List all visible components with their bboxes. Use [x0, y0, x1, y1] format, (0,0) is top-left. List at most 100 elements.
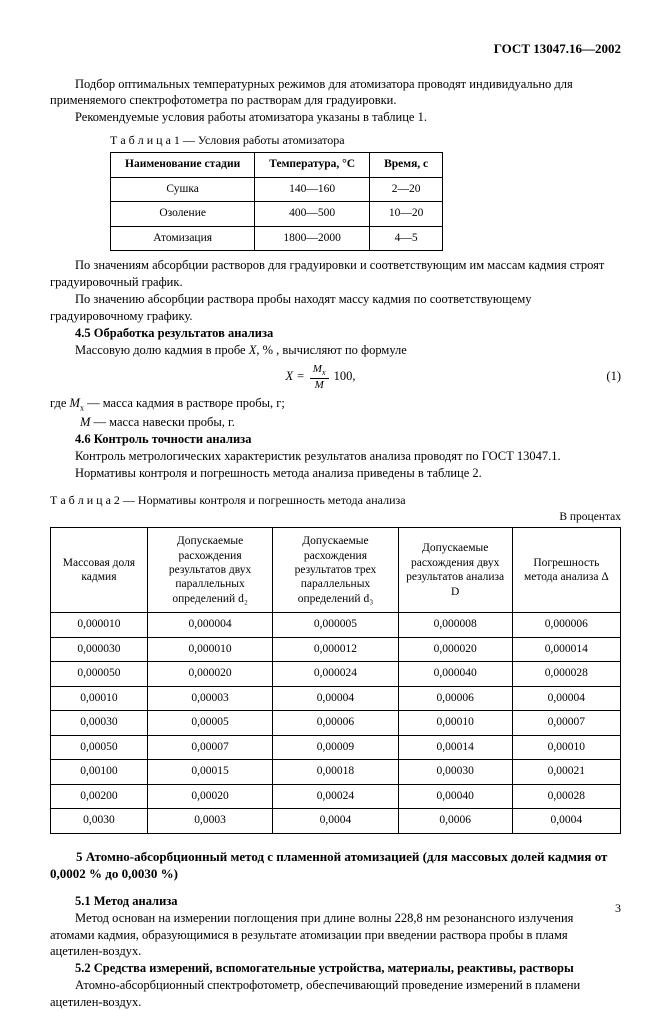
table-2: Массовая доля кадмия Допускаемые расхожд… — [50, 527, 621, 834]
paragraph: Массовую долю кадмия в пробе X, % , вычи… — [50, 342, 621, 359]
td: 0,00005 — [147, 711, 272, 736]
td: 0,00024 — [273, 784, 398, 809]
td: 0,00007 — [147, 735, 272, 760]
paragraph: По значениям абсорбции растворов для гра… — [50, 257, 621, 291]
text: где — [50, 396, 70, 410]
heading-5-1: 5.1 Метод анализа — [50, 893, 621, 910]
table-row: 0,001000,000150,000180,000300,00021 — [51, 760, 621, 785]
th: Температура, °C — [255, 153, 370, 178]
table-row: 0,00300,00030,00040,00060,0004 — [51, 809, 621, 834]
td: 0,00028 — [512, 784, 620, 809]
td: 0,00030 — [51, 711, 148, 736]
th: Наименование стадии — [111, 153, 255, 178]
td: 0,0004 — [512, 809, 620, 834]
td: 0,00006 — [273, 711, 398, 736]
td: 0,00040 — [398, 784, 512, 809]
td: 0,000010 — [51, 613, 148, 638]
td: 0,00018 — [273, 760, 398, 785]
td: 0,000050 — [51, 662, 148, 687]
th: Допускаемые расхождения результатов трех… — [273, 528, 398, 613]
td: 0,00010 — [512, 735, 620, 760]
equation-number: (1) — [591, 368, 621, 385]
table-row: Сушка140—1602—20 — [111, 177, 443, 202]
formula-body: X = Mx M 100, — [50, 363, 591, 391]
td: 0,000020 — [398, 637, 512, 662]
td: 0,000020 — [147, 662, 272, 687]
td: 2—20 — [370, 177, 443, 202]
paragraph: Атомно-абсорбционный спектрофотометр, об… — [50, 977, 621, 1011]
table-row: Атомизация1800—20004—5 — [111, 226, 443, 251]
td: 0,000040 — [398, 662, 512, 687]
td: 0,00009 — [273, 735, 398, 760]
standard-code: ГОСТ 13047.16—2002 — [50, 40, 621, 58]
td: 0,00015 — [147, 760, 272, 785]
page-number: 3 — [615, 900, 621, 916]
td: 0,00020 — [147, 784, 272, 809]
td: 0,000005 — [273, 613, 398, 638]
table-header-row: Массовая доля кадмия Допускаемые расхожд… — [51, 528, 621, 613]
table-row: 0,000300,000050,000060,000100,00007 — [51, 711, 621, 736]
td: 0,000028 — [512, 662, 620, 687]
table-row: Озоление400—50010—20 — [111, 202, 443, 227]
fraction: Mx M — [310, 363, 329, 391]
td: 140—160 — [255, 177, 370, 202]
td: 0,0003 — [147, 809, 272, 834]
tail: 100, — [334, 369, 356, 383]
table-row: 0,000100,000030,000040,000060,00004 — [51, 686, 621, 711]
th: Массовая доля кадмия — [51, 528, 148, 613]
paragraph: Подбор оптимальных температурных режимов… — [50, 76, 621, 110]
td: Сушка — [111, 177, 255, 202]
td: 0,00010 — [398, 711, 512, 736]
td: 4—5 — [370, 226, 443, 251]
td: 10—20 — [370, 202, 443, 227]
td: 0,00030 — [398, 760, 512, 785]
td: 0,00010 — [51, 686, 148, 711]
table-row: 0,0000500,0000200,0000240,0000400,000028 — [51, 662, 621, 687]
td: 0,00004 — [512, 686, 620, 711]
table-header-row: Наименование стадии Температура, °C Врем… — [111, 153, 443, 178]
td: 0,00100 — [51, 760, 148, 785]
paragraph: Метод основан на измерении поглощения пр… — [50, 910, 621, 961]
td: 0,000004 — [147, 613, 272, 638]
td: Атомизация — [111, 226, 255, 251]
table-1: Наименование стадии Температура, °C Врем… — [110, 152, 443, 251]
lhs: X = — [285, 369, 304, 383]
table-row: 0,002000,000200,000240,000400,00028 — [51, 784, 621, 809]
td: 0,000014 — [512, 637, 620, 662]
heading-5-2: 5.2 Средства измерений, вспомогательные … — [50, 960, 621, 977]
denominator: M — [310, 379, 329, 391]
td: 0,0030 — [51, 809, 148, 834]
formula-1: X = Mx M 100, (1) — [50, 363, 621, 391]
document-page: ГОСТ 13047.16—2002 Подбор оптимальных те… — [0, 0, 661, 936]
numerator: Mx — [310, 363, 329, 379]
text: — масса кадмия в растворе пробы, г; — [84, 396, 285, 410]
td: 0,0004 — [273, 809, 398, 834]
text: Массовую долю кадмия в пробе — [75, 343, 249, 357]
td: 0,00021 — [512, 760, 620, 785]
td: 1800—2000 — [255, 226, 370, 251]
paragraph: Нормативы контроля и погрешность метода … — [50, 465, 621, 482]
td: 0,00200 — [51, 784, 148, 809]
heading-4-6: 4.6 Контроль точности анализа — [50, 431, 621, 448]
th: Погрешность метода анализа Δ — [512, 528, 620, 613]
heading-4-5: 4.5 Обработка результатов анализа — [50, 325, 621, 342]
td: 0,00014 — [398, 735, 512, 760]
where-line: где Mx — масса кадмия в растворе пробы, … — [50, 395, 621, 414]
td: 0,000012 — [273, 637, 398, 662]
table-row: 0,0000300,0000100,0000120,0000200,000014 — [51, 637, 621, 662]
paragraph: Рекомендуемые условия работы атомизатора… — [50, 109, 621, 126]
td: 0,00050 — [51, 735, 148, 760]
th: Допускаемые расхождения результатов двух… — [147, 528, 272, 613]
table-row: 0,000500,000070,000090,000140,00010 — [51, 735, 621, 760]
table-row: 0,0000100,0000040,0000050,0000080,000006 — [51, 613, 621, 638]
td: 0,00003 — [147, 686, 272, 711]
td: 0,000010 — [147, 637, 272, 662]
th: Допускаемые расхождения двух результатов… — [398, 528, 512, 613]
unit-note: В процентах — [50, 510, 621, 526]
td: 0,000024 — [273, 662, 398, 687]
text: , % , вычисляют по формуле — [256, 343, 406, 357]
text: — масса навески пробы, г. — [90, 415, 234, 429]
td: 0,000006 — [512, 613, 620, 638]
table1-caption: Т а б л и ц а 1 — Условия работы атомиза… — [110, 132, 621, 148]
table2-caption: Т а б л и ц а 2 — Нормативы контроля и п… — [50, 492, 621, 508]
